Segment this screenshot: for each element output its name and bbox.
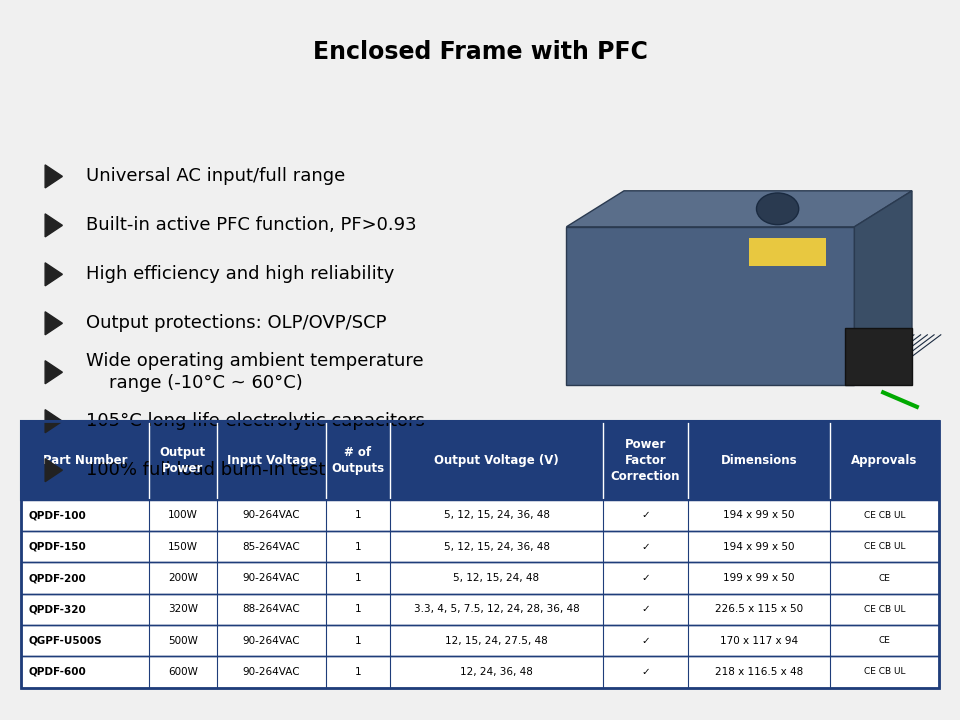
Text: 88-264VAC: 88-264VAC [243, 604, 300, 614]
Text: QPDF-320: QPDF-320 [29, 604, 86, 614]
Text: QGPF-U500S: QGPF-U500S [29, 636, 103, 646]
Text: 5, 12, 15, 24, 36, 48: 5, 12, 15, 24, 36, 48 [444, 510, 549, 521]
Text: CE CB UL: CE CB UL [864, 511, 905, 520]
FancyBboxPatch shape [845, 328, 912, 385]
Text: 1: 1 [354, 573, 361, 583]
Text: 85-264VAC: 85-264VAC [243, 541, 300, 552]
Text: QPDF-200: QPDF-200 [29, 573, 86, 583]
FancyBboxPatch shape [21, 562, 939, 594]
Text: 600W: 600W [168, 667, 198, 677]
Text: 90-264VAC: 90-264VAC [243, 636, 300, 646]
Text: CE CB UL: CE CB UL [864, 542, 905, 552]
Text: 12, 15, 24, 27.5, 48: 12, 15, 24, 27.5, 48 [445, 636, 548, 646]
Text: Output Voltage (V): Output Voltage (V) [434, 454, 559, 467]
Text: 320W: 320W [168, 604, 198, 614]
Text: ✓: ✓ [641, 510, 650, 521]
Text: 500W: 500W [168, 636, 198, 646]
Text: 194 x 99 x 50: 194 x 99 x 50 [724, 510, 795, 521]
FancyBboxPatch shape [21, 421, 939, 500]
Text: 3.3, 4, 5, 7.5, 12, 24, 28, 36, 48: 3.3, 4, 5, 7.5, 12, 24, 28, 36, 48 [414, 604, 580, 614]
Text: 5, 12, 15, 24, 36, 48: 5, 12, 15, 24, 36, 48 [444, 541, 549, 552]
Polygon shape [566, 191, 912, 227]
Text: QPDF-150: QPDF-150 [29, 541, 86, 552]
FancyBboxPatch shape [21, 531, 939, 562]
Text: Part Number: Part Number [43, 454, 128, 467]
Polygon shape [45, 263, 62, 286]
Text: CE: CE [878, 574, 891, 582]
Text: 90-264VAC: 90-264VAC [243, 667, 300, 677]
Text: CE: CE [878, 636, 891, 645]
Text: 12, 24, 36, 48: 12, 24, 36, 48 [460, 667, 533, 677]
Text: 1: 1 [354, 604, 361, 614]
Text: ✓: ✓ [641, 667, 650, 677]
Text: ✓: ✓ [641, 636, 650, 646]
Text: QPDF-600: QPDF-600 [29, 667, 86, 677]
FancyBboxPatch shape [566, 227, 854, 385]
FancyBboxPatch shape [21, 594, 939, 625]
Text: 5, 12, 15, 24, 48: 5, 12, 15, 24, 48 [453, 573, 540, 583]
Text: 170 x 117 x 94: 170 x 117 x 94 [720, 636, 798, 646]
Text: Output protections: OLP/OVP/SCP: Output protections: OLP/OVP/SCP [86, 314, 387, 333]
Text: Output
Power: Output Power [160, 446, 206, 475]
Polygon shape [45, 312, 62, 335]
FancyBboxPatch shape [749, 238, 826, 266]
Text: 1: 1 [354, 510, 361, 521]
Polygon shape [45, 459, 62, 482]
Text: ✓: ✓ [641, 604, 650, 614]
Text: 100% full load burn-in test: 100% full load burn-in test [86, 462, 325, 480]
FancyBboxPatch shape [21, 500, 939, 531]
Text: 90-264VAC: 90-264VAC [243, 510, 300, 521]
FancyBboxPatch shape [21, 625, 939, 657]
FancyBboxPatch shape [518, 86, 931, 410]
Text: Enclosed Frame with PFC: Enclosed Frame with PFC [313, 40, 647, 63]
Text: 199 x 99 x 50: 199 x 99 x 50 [724, 573, 795, 583]
Text: Built-in active PFC function, PF>0.93: Built-in active PFC function, PF>0.93 [86, 216, 417, 234]
Text: # of
Outputs: # of Outputs [331, 446, 385, 475]
Polygon shape [854, 191, 912, 385]
Polygon shape [45, 214, 62, 237]
Text: CE CB UL: CE CB UL [864, 605, 905, 614]
Text: CE CB UL: CE CB UL [864, 667, 905, 677]
FancyBboxPatch shape [21, 657, 939, 688]
Text: 150W: 150W [168, 541, 198, 552]
Text: 194 x 99 x 50: 194 x 99 x 50 [724, 541, 795, 552]
Text: 200W: 200W [168, 573, 198, 583]
Text: 90-264VAC: 90-264VAC [243, 573, 300, 583]
Text: 226.5 x 115 x 50: 226.5 x 115 x 50 [715, 604, 804, 614]
Text: 1: 1 [354, 636, 361, 646]
Text: High efficiency and high reliability: High efficiency and high reliability [86, 265, 395, 283]
Text: Dimensions: Dimensions [721, 454, 798, 467]
Text: 100W: 100W [168, 510, 198, 521]
Text: 105°C long life electrolytic capacitors: 105°C long life electrolytic capacitors [86, 412, 425, 430]
Polygon shape [45, 165, 62, 188]
Circle shape [756, 193, 799, 225]
Text: 1: 1 [354, 667, 361, 677]
Text: Universal AC input/full range: Universal AC input/full range [86, 167, 346, 185]
Text: Power
Factor
Correction: Power Factor Correction [611, 438, 681, 483]
Text: Wide operating ambient temperature
    range (-10°C ~ 60°C): Wide operating ambient temperature range… [86, 353, 424, 392]
Polygon shape [45, 361, 62, 384]
Text: QPDF-100: QPDF-100 [29, 510, 86, 521]
Text: ✓: ✓ [641, 541, 650, 552]
Text: Input Voltage: Input Voltage [227, 454, 316, 467]
Text: 1: 1 [354, 541, 361, 552]
Polygon shape [45, 410, 62, 433]
Text: ✓: ✓ [641, 573, 650, 583]
Text: 218 x 116.5 x 48: 218 x 116.5 x 48 [715, 667, 804, 677]
Text: Approvals: Approvals [852, 454, 918, 467]
